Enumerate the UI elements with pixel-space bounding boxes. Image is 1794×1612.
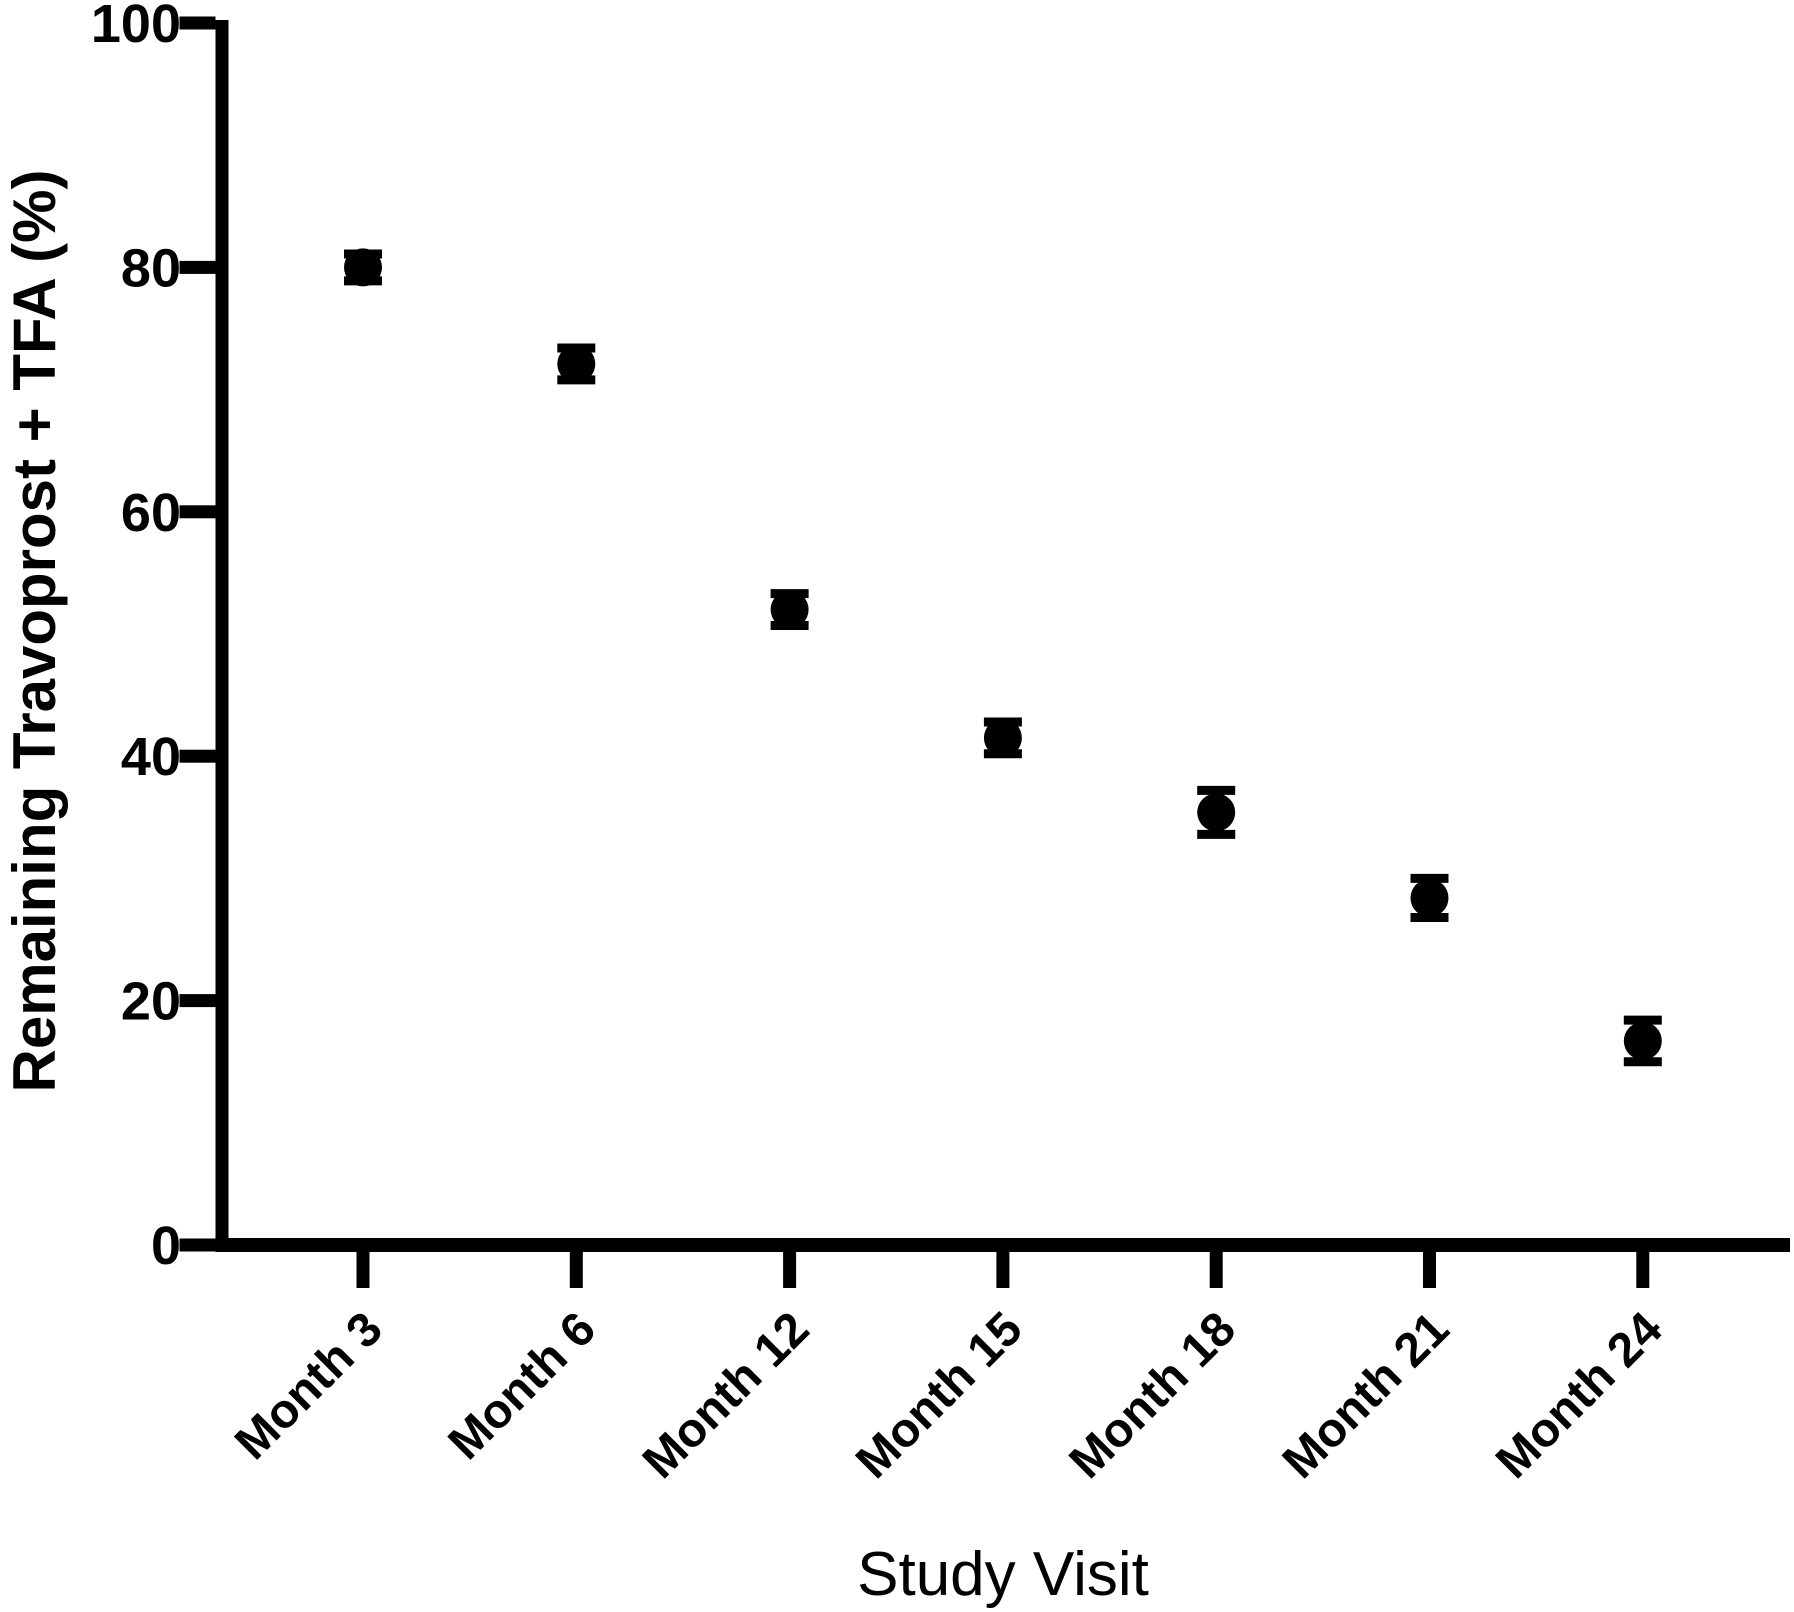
y-tick: [179, 994, 216, 1008]
data-point-marker: [557, 344, 596, 383]
x-tick: [1636, 1252, 1650, 1288]
y-tick: [179, 16, 216, 30]
x-tick-label: Month 15: [846, 1302, 1032, 1488]
x-tick: [783, 1252, 797, 1288]
data-point-group: [1197, 785, 1236, 839]
y-tick: [179, 505, 216, 519]
x-tick-label: Month 12: [633, 1302, 819, 1488]
x-axis-spine: [215, 1238, 1790, 1252]
y-tick-label: 40: [121, 727, 181, 787]
x-tick-label: Month 18: [1060, 1302, 1246, 1488]
x-tick-label: Month 24: [1486, 1302, 1673, 1489]
data-point-group: [1410, 873, 1449, 923]
y-tick-label: 0: [151, 1216, 181, 1276]
y-tick: [179, 749, 216, 763]
data-point-marker: [344, 248, 382, 287]
y-axis-spine: [215, 20, 229, 1252]
data-point-group: [983, 717, 1022, 759]
data-point-marker: [1623, 1021, 1662, 1060]
y-tick-label: 80: [121, 238, 181, 298]
x-tick: [356, 1252, 370, 1288]
data-points-layer: [344, 248, 1662, 1067]
y-tick-label: 100: [91, 0, 181, 54]
x-axis-title: Study Visit: [857, 1540, 1149, 1609]
y-tick: [179, 1238, 216, 1252]
x-tick-label: Month 6: [439, 1302, 607, 1470]
data-point-marker: [1410, 878, 1449, 917]
data-point-group: [770, 589, 809, 630]
x-tick-label: Month 21: [1273, 1302, 1459, 1488]
y-axis-label: Remaining Travoprost + TFA (%): [1, 170, 68, 1093]
x-tick: [1209, 1252, 1223, 1288]
y-tick-label: 20: [121, 972, 181, 1032]
data-point-marker: [1197, 793, 1236, 832]
data-point-group: [1623, 1015, 1662, 1067]
x-tick: [996, 1252, 1010, 1288]
y-tick-label: 60: [121, 483, 181, 543]
x-tick: [569, 1252, 583, 1288]
data-point-marker: [983, 718, 1022, 757]
data-point-group: [557, 343, 596, 385]
data-point-marker: [770, 590, 809, 629]
y-tick: [179, 260, 216, 274]
data-point-group: [344, 248, 382, 287]
x-tick-label: Month 3: [225, 1302, 393, 1470]
x-tick: [1423, 1252, 1436, 1288]
